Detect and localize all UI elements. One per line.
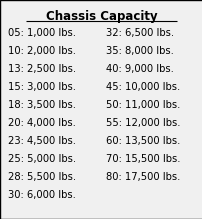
Text: 70: 15,500 lbs.: 70: 15,500 lbs.: [105, 154, 179, 164]
Text: 32: 6,500 lbs.: 32: 6,500 lbs.: [105, 28, 173, 39]
Text: 60: 13,500 lbs.: 60: 13,500 lbs.: [105, 136, 179, 146]
Text: 40: 9,000 lbs.: 40: 9,000 lbs.: [105, 64, 173, 74]
Text: 55: 12,000 lbs.: 55: 12,000 lbs.: [105, 118, 179, 128]
Text: 30: 6,000 lbs.: 30: 6,000 lbs.: [8, 190, 76, 200]
Text: 15: 3,000 lbs.: 15: 3,000 lbs.: [8, 82, 76, 92]
Text: 20: 4,000 lbs.: 20: 4,000 lbs.: [8, 118, 76, 128]
Text: 80: 17,500 lbs.: 80: 17,500 lbs.: [105, 172, 179, 182]
Text: 28: 5,500 lbs.: 28: 5,500 lbs.: [8, 172, 76, 182]
Text: 25: 5,000 lbs.: 25: 5,000 lbs.: [8, 154, 76, 164]
Text: 50: 11,000 lbs.: 50: 11,000 lbs.: [105, 100, 179, 110]
Text: 35: 8,000 lbs.: 35: 8,000 lbs.: [105, 46, 173, 57]
Text: 18: 3,500 lbs.: 18: 3,500 lbs.: [8, 100, 76, 110]
Text: 05: 1,000 lbs.: 05: 1,000 lbs.: [8, 28, 76, 39]
Text: 23: 4,500 lbs.: 23: 4,500 lbs.: [8, 136, 76, 146]
Text: 10: 2,000 lbs.: 10: 2,000 lbs.: [8, 46, 76, 57]
Text: 13: 2,500 lbs.: 13: 2,500 lbs.: [8, 64, 76, 74]
Text: 45: 10,000 lbs.: 45: 10,000 lbs.: [105, 82, 179, 92]
Text: Chassis Capacity: Chassis Capacity: [45, 10, 157, 23]
